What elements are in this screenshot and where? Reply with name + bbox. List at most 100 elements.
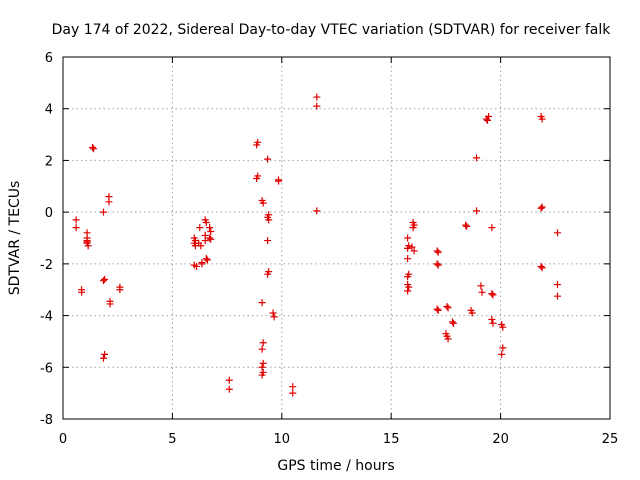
data-point <box>203 256 211 264</box>
data-point <box>264 270 272 278</box>
data-point <box>409 224 417 232</box>
data-point <box>270 313 278 321</box>
data-point <box>404 273 412 281</box>
data-point <box>537 204 545 212</box>
y-tick-label: -8 <box>40 413 53 428</box>
data-point <box>450 319 458 327</box>
grid-lines <box>63 57 610 419</box>
x-tick-label: 20 <box>492 432 509 447</box>
data-point <box>258 345 266 353</box>
data-point <box>258 299 266 307</box>
data-point <box>410 247 418 255</box>
data-point <box>259 359 267 367</box>
data-point <box>477 282 485 290</box>
y-axis-label: SDTVAR / TECUs <box>7 181 23 296</box>
data-point <box>433 247 441 255</box>
data-point <box>448 318 456 326</box>
data-point <box>269 309 277 317</box>
data-point <box>264 237 272 245</box>
data-point <box>443 303 451 311</box>
data-point <box>225 376 233 384</box>
x-tick-labels: 0 5 10 15 20 25 <box>59 432 618 447</box>
data-point <box>84 242 92 250</box>
x-tick-label: 25 <box>602 432 619 447</box>
data-point <box>468 309 476 317</box>
y-tick-label: -4 <box>40 310 53 325</box>
y-tick-label: 4 <box>45 103 53 118</box>
data-point <box>83 238 91 246</box>
data-point <box>434 306 442 314</box>
data-point <box>258 371 266 379</box>
data-point <box>538 264 546 272</box>
data-point <box>433 305 441 313</box>
data-point <box>473 154 481 162</box>
data-point <box>313 93 321 101</box>
data-point <box>473 207 481 215</box>
data-point <box>105 198 113 206</box>
data-point <box>499 344 507 352</box>
data-point <box>192 262 200 270</box>
data-point <box>462 221 470 229</box>
data-point <box>404 234 412 242</box>
data-point <box>553 281 561 289</box>
x-tick-label: 0 <box>59 432 67 447</box>
y-tick-label: -6 <box>40 361 53 376</box>
data-point <box>265 216 273 224</box>
data-point <box>254 172 262 180</box>
data-point <box>116 286 124 294</box>
data-point <box>485 112 493 120</box>
data-point <box>498 350 506 358</box>
y-tick-label: 2 <box>45 154 53 169</box>
data-point <box>207 235 215 243</box>
data-point <box>537 262 545 270</box>
data-point <box>259 339 267 347</box>
data-point <box>206 224 214 232</box>
x-tick-label: 15 <box>383 432 400 447</box>
data-point <box>275 177 283 185</box>
data-point <box>434 261 442 269</box>
data-point <box>463 222 471 230</box>
y-tick-label: 6 <box>45 51 53 66</box>
x-axis-label: GPS time / hours <box>277 458 394 474</box>
data-point <box>553 229 561 237</box>
data-points <box>72 93 561 397</box>
data-point <box>478 288 486 296</box>
data-point <box>405 283 413 291</box>
data-point <box>90 145 98 153</box>
data-point <box>489 319 497 327</box>
plot-frame <box>62 56 611 420</box>
data-point <box>99 277 107 285</box>
data-point <box>408 243 416 251</box>
data-point <box>313 207 321 215</box>
data-point <box>202 255 210 263</box>
x-tick-label: 5 <box>168 432 176 447</box>
data-point <box>289 389 297 397</box>
chart-title: Day 174 of 2022, Sidereal Day-to-day VTE… <box>52 22 612 38</box>
data-point <box>106 300 114 308</box>
data-point <box>225 385 233 393</box>
data-point <box>258 363 266 371</box>
data-point <box>201 237 209 245</box>
data-point <box>264 155 272 163</box>
data-point <box>206 234 214 242</box>
data-point <box>538 203 546 211</box>
data-point <box>202 218 210 226</box>
data-point <box>99 354 107 362</box>
data-point <box>434 248 442 256</box>
data-point <box>444 304 452 312</box>
data-point <box>499 323 507 331</box>
data-point <box>72 216 80 224</box>
data-point <box>99 208 107 216</box>
data-point <box>289 383 297 391</box>
data-point <box>196 224 204 232</box>
data-point <box>78 288 86 296</box>
data-point <box>404 287 412 295</box>
data-point <box>538 115 546 123</box>
data-point <box>483 116 491 124</box>
data-point <box>553 292 561 300</box>
data-point <box>444 335 452 343</box>
data-point <box>101 350 109 358</box>
data-point <box>207 228 215 236</box>
data-point <box>489 291 497 299</box>
